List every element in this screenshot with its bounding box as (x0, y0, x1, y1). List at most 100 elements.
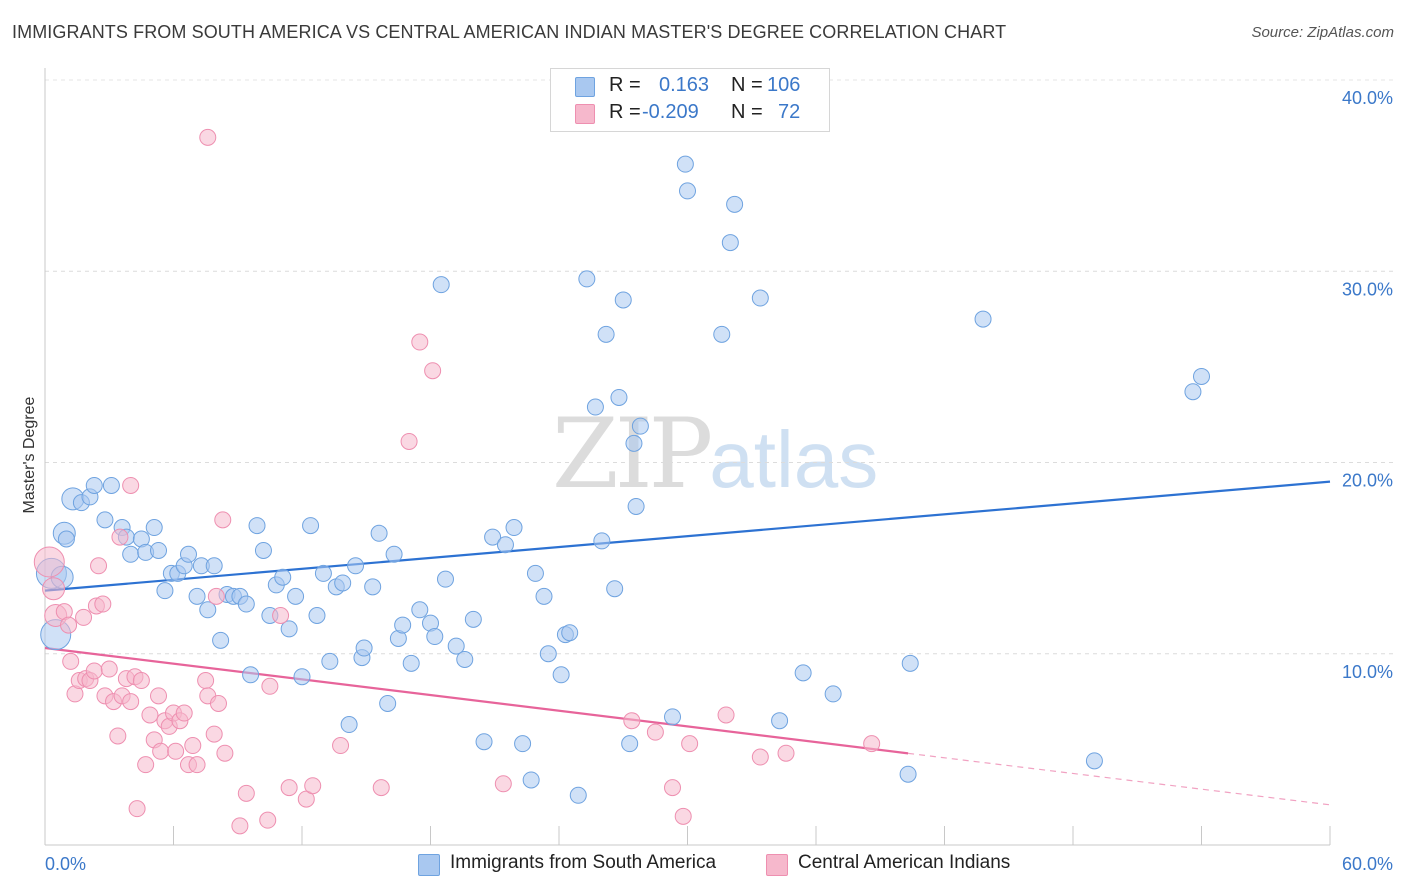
point-south-america (355, 639, 373, 657)
point-south-america (625, 434, 643, 452)
legend-r-value: 0.163 (659, 74, 710, 96)
y-tick-label: 10.0% (1342, 662, 1393, 682)
point-central-american-indians (75, 608, 93, 626)
point-central-american-indians (60, 616, 78, 634)
y-axis-title: Master's Degree (21, 396, 38, 513)
point-south-america (370, 524, 388, 542)
point-central-american-indians (411, 333, 429, 351)
point-south-america (569, 786, 587, 804)
point-central-american-indians (209, 694, 227, 712)
correlation-legend: R = 0.163 N = 106 R = -0.209 N = 72 (550, 68, 830, 132)
point-central-american-indians (372, 779, 390, 797)
point-south-america (212, 631, 230, 649)
point-south-america (411, 601, 429, 619)
point-central-american-indians (184, 737, 202, 755)
point-central-american-indians (94, 595, 112, 613)
tick-labels: 10.0% 20.0% 30.0% 40.0% 0.0% 60.0% (45, 88, 1393, 874)
point-central-american-indians (167, 742, 185, 760)
point-south-america (426, 628, 444, 646)
point-south-america (771, 712, 789, 730)
point-central-american-indians (188, 756, 206, 774)
point-south-america (535, 587, 553, 605)
trend-lines (44, 480, 1331, 806)
trend-line-extension (908, 752, 1331, 806)
point-south-america (475, 733, 493, 751)
point-central-american-indians (664, 779, 682, 797)
point-central-american-indians (261, 677, 279, 695)
x-tick-label-max: 60.0% (1342, 854, 1393, 874)
point-south-america (484, 528, 502, 546)
point-south-america (436, 570, 454, 588)
point-central-american-indians (717, 706, 735, 724)
point-south-america (974, 310, 992, 328)
point-central-american-indians (674, 807, 692, 825)
point-south-america (188, 587, 206, 605)
point-central-american-indians (33, 546, 65, 578)
legend-swatch-pink (575, 104, 595, 124)
point-south-america (308, 607, 326, 624)
y-tick-label: 20.0% (1342, 471, 1393, 491)
legend-r-value: -0.209 (642, 101, 699, 123)
point-central-american-indians (646, 723, 664, 741)
point-south-america (899, 765, 917, 783)
legend-r-label: R = (609, 74, 641, 96)
point-south-america (242, 666, 260, 684)
point-central-american-indians (216, 744, 234, 762)
point-south-america (145, 519, 163, 537)
x-tick-label-min: 0.0% (45, 854, 86, 874)
point-south-america (561, 624, 579, 642)
legend-r-label: R = (609, 101, 641, 123)
point-south-america (96, 511, 114, 529)
point-south-america (254, 541, 272, 559)
point-central-american-indians (85, 662, 103, 680)
y-tick-label: 30.0% (1342, 279, 1393, 299)
point-south-america (394, 616, 412, 634)
point-south-america (526, 564, 544, 582)
bottom-legend-label: Central American Indians (798, 852, 1011, 873)
point-central-american-indians (237, 784, 255, 802)
point-central-american-indians (777, 744, 795, 762)
point-south-america (606, 580, 624, 598)
point-south-america (552, 666, 570, 684)
point-south-america (205, 557, 223, 575)
point-south-america (385, 545, 403, 563)
point-south-america (379, 694, 397, 712)
point-south-america (102, 476, 120, 494)
point-central-american-indians (141, 706, 159, 724)
point-south-america (321, 652, 339, 670)
point-south-america (614, 291, 632, 309)
point-south-america (402, 654, 420, 672)
point-central-american-indians (132, 672, 150, 690)
point-central-american-indians (128, 800, 146, 818)
legend-n-value: 106 (767, 74, 801, 96)
point-south-america (447, 637, 465, 655)
point-south-america (824, 685, 842, 703)
point-south-america (293, 668, 311, 686)
point-central-american-indians (280, 779, 298, 797)
point-central-american-indians (150, 687, 168, 705)
point-central-american-indians (623, 712, 641, 730)
point-south-america (85, 476, 103, 494)
chart-source: Source: ZipAtlas.com (1251, 24, 1394, 41)
point-south-america (122, 545, 140, 563)
point-south-america (631, 417, 649, 435)
point-central-american-indians (175, 704, 193, 722)
point-south-america (456, 650, 474, 668)
legend-n-value: 72 (778, 101, 801, 123)
legend-n-label: N = (731, 101, 763, 123)
trend-line-central-american-indians (44, 646, 909, 755)
point-south-america (522, 771, 540, 789)
point-south-america (150, 541, 168, 559)
legend-swatch-blue (575, 77, 595, 97)
data-points (33, 128, 1210, 835)
chart-title: IMMIGRANTS FROM SOUTH AMERICA VS CENTRAL… (12, 22, 1007, 42)
point-south-america (726, 195, 744, 213)
point-south-america (1085, 752, 1103, 770)
point-central-american-indians (272, 607, 290, 624)
point-south-america (539, 645, 557, 663)
point-central-american-indians (42, 577, 66, 601)
point-south-america (578, 270, 596, 288)
point-central-american-indians (424, 362, 442, 380)
point-south-america (334, 574, 352, 592)
point-central-american-indians (231, 817, 249, 835)
